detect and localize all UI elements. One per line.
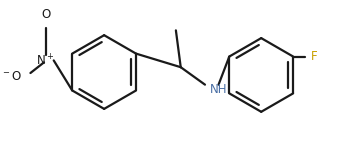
- Text: N$^+$: N$^+$: [36, 54, 54, 69]
- Text: $^-$O: $^-$O: [1, 70, 23, 83]
- Text: F: F: [310, 50, 317, 63]
- Text: NH: NH: [210, 83, 228, 96]
- Text: O: O: [41, 8, 51, 21]
